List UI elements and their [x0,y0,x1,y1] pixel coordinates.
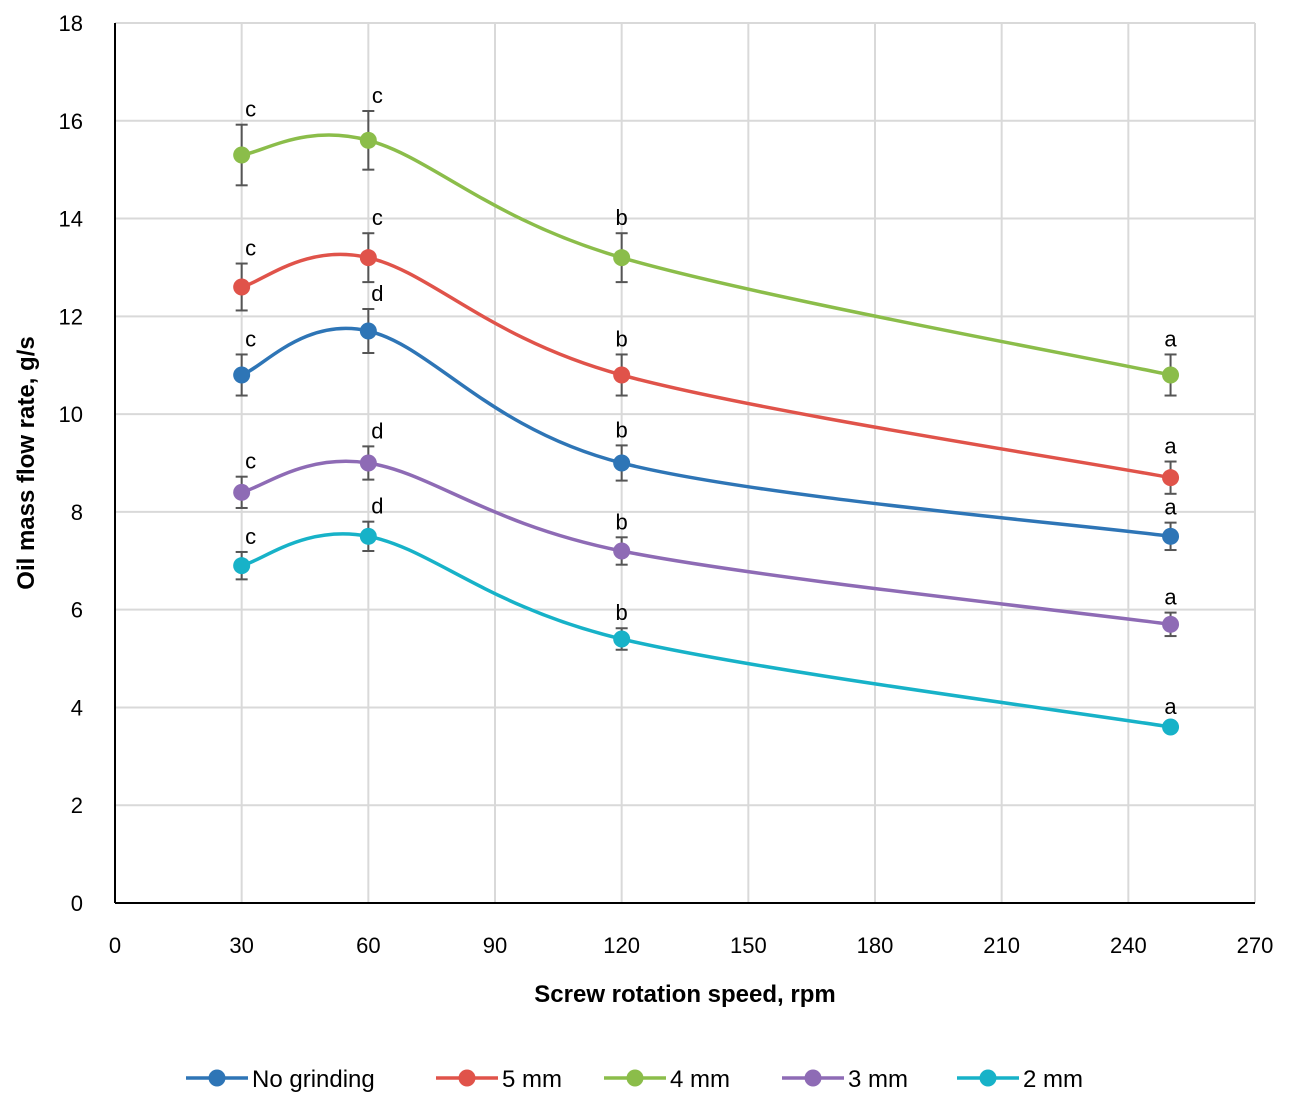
legend-marker [804,1069,822,1087]
data-point [613,366,631,384]
significance-letter: d [371,494,383,519]
y-tick-label: 8 [71,500,83,525]
axes [114,23,1255,904]
y-tick-label: 16 [59,109,83,134]
legend-marker [208,1069,226,1087]
data-point [233,278,251,296]
legend-marker [979,1069,997,1087]
data-point [233,557,251,575]
series-line [241,459,1171,627]
significance-letter: c [372,205,383,230]
data-point [233,146,251,164]
series-2-mm: c d b a [233,494,1180,736]
series-no-grinding: c d b a [233,281,1180,552]
legend: No grinding 5 mm 4 mm 3 mm 2 mm [186,1066,1083,1093]
series-layer: c d b a c c b a c c b a c d b a c d b a [233,83,1180,736]
data-point [613,249,631,267]
legend-marker [626,1069,644,1087]
y-tick-label: 12 [59,304,83,329]
significance-letter: a [1164,585,1177,610]
x-axis-title: Screw rotation speed, rpm [534,981,835,1008]
significance-letter: c [372,83,383,108]
data-point [1162,615,1180,633]
y-tick-label: 2 [71,793,83,818]
significance-letter: d [371,281,383,306]
data-point [359,322,377,340]
significance-letter: a [1164,326,1177,351]
y-tick-label: 0 [71,891,83,916]
series-line [241,252,1171,480]
significance-letter: b [616,205,628,230]
significance-letter: c [245,326,256,351]
series-5-mm: c c b a [233,205,1180,495]
legend-label: No grinding [252,1066,375,1093]
significance-letter: b [616,600,628,625]
data-point [1162,718,1180,736]
data-point [359,131,377,149]
legend-item: No grinding [186,1066,375,1093]
x-tick-label: 210 [983,933,1020,958]
x-tick-label: 0 [109,933,121,958]
significance-letter: d [371,418,383,443]
series-line [241,532,1171,729]
legend-label: 5 mm [502,1066,562,1093]
y-tick-label: 10 [59,402,83,427]
y-tick-label: 14 [59,207,83,232]
significance-letter: c [245,236,256,261]
significance-letter: c [245,97,256,122]
y-axis-title: Oil mass flow rate, g/s [13,336,40,589]
x-tick-labels: 0 30 60 90 120 150 180 210 240 270 [109,933,1273,958]
significance-letter: b [616,417,628,442]
significance-letter: b [616,326,628,351]
x-tick-label: 240 [1110,933,1147,958]
significance-letter: a [1164,434,1177,459]
y-tick-label: 18 [59,11,83,36]
legend-marker [458,1069,476,1087]
data-point [359,249,377,267]
legend-item: 4 mm [604,1066,730,1093]
data-point [359,527,377,545]
x-tick-label: 150 [730,933,767,958]
significance-letter: a [1164,694,1177,719]
data-point [1162,469,1180,487]
x-tick-label: 90 [483,933,507,958]
x-tick-label: 60 [356,933,380,958]
data-point [1162,527,1180,545]
significance-letter: a [1164,495,1177,520]
data-point [613,630,631,648]
legend-item: 5 mm [436,1066,562,1093]
series-4-mm: c c b a [233,83,1180,397]
grid-lines [115,22,1256,903]
legend-item: 2 mm [957,1066,1083,1093]
legend-item: 3 mm [782,1066,908,1093]
x-tick-label: 30 [229,933,253,958]
significance-letter: b [616,509,628,534]
y-tick-label: 6 [71,598,83,623]
data-point [233,366,251,384]
series-3-mm: c d b a [233,418,1180,638]
significance-letter: c [245,524,256,549]
y-tick-labels: 0 2 4 6 8 10 12 14 16 18 [59,11,83,916]
series-line [240,326,1171,539]
data-point [613,542,631,560]
data-point [233,483,251,501]
legend-label: 4 mm [670,1066,730,1093]
y-tick-label: 4 [71,695,83,720]
x-tick-label: 180 [857,933,894,958]
x-tick-label: 120 [603,933,640,958]
significance-letter: c [245,449,256,474]
x-tick-label: 270 [1237,933,1274,958]
data-point [613,454,631,472]
data-point [359,454,377,472]
legend-label: 3 mm [848,1066,908,1093]
data-point [1162,366,1180,384]
series-line [241,133,1171,377]
legend-label: 2 mm [1023,1066,1083,1093]
